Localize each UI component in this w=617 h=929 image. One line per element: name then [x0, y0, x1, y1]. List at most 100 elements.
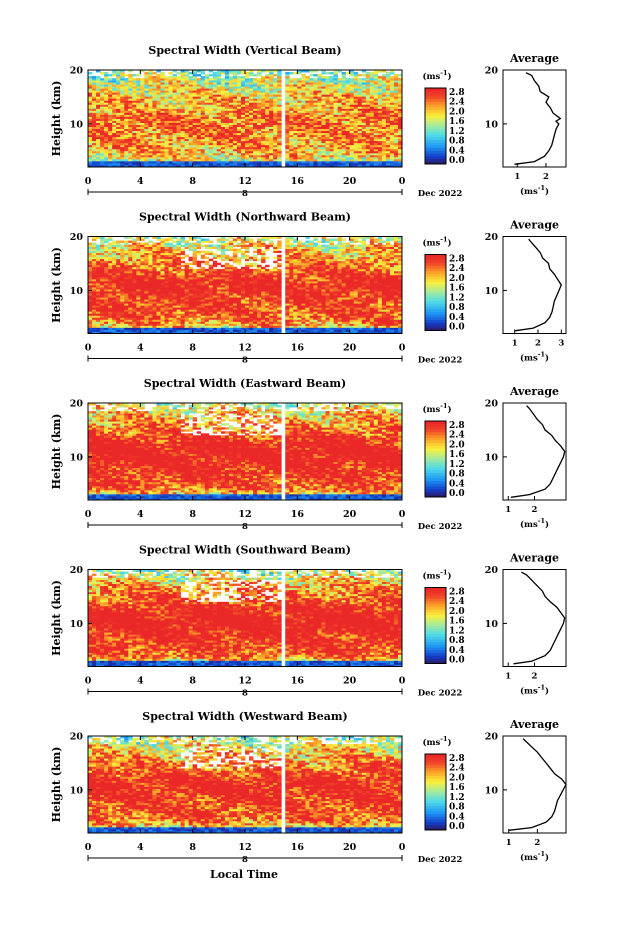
heatmap-cell — [216, 116, 222, 119]
heatmap-cell — [192, 307, 198, 310]
heatmap-cell — [140, 323, 145, 326]
heatmap-cell — [216, 150, 222, 154]
heatmap-cell — [293, 92, 298, 95]
heatmap-cell — [236, 136, 242, 140]
heatmap-cell — [325, 100, 330, 103]
heatmap-cell — [369, 331, 375, 334]
heatmap-cell — [361, 148, 367, 152]
heatmap-cell — [245, 116, 250, 119]
heatmap-cell — [172, 108, 177, 111]
heatmap-cell — [253, 144, 258, 148]
heatmap-cell — [168, 321, 173, 324]
heatmap-cell — [305, 126, 310, 129]
heatmap-cell — [140, 110, 145, 113]
heatmap-cell — [277, 96, 282, 99]
heatmap-cell — [337, 80, 343, 83]
heatmap-cell — [345, 110, 351, 113]
heatmap-cell — [92, 301, 97, 304]
heatmap-cell — [285, 146, 290, 150]
heatmap-cell — [116, 152, 121, 156]
heatmap-cell — [176, 88, 181, 91]
heatmap-cell — [148, 309, 153, 312]
heatmap-cell — [253, 88, 258, 91]
heatmap-cell — [140, 96, 145, 99]
heatmap-cell — [377, 76, 383, 79]
heatmap-cell — [116, 329, 121, 332]
heatmap-cell — [249, 154, 254, 158]
heatmap-cell — [289, 156, 294, 160]
heatmap-cell — [148, 72, 153, 75]
heatmap-cell — [369, 303, 375, 306]
heatmap-cell — [269, 128, 274, 132]
heatmap-cell — [249, 323, 254, 326]
heatmap-cell — [204, 327, 210, 330]
heatmap-cell — [212, 311, 218, 314]
heatmap-cell — [301, 132, 306, 136]
heatmap-cell — [172, 110, 177, 113]
heatmap-cell — [180, 142, 186, 146]
heatmap-cell — [289, 150, 294, 154]
heatmap-cell — [88, 323, 93, 326]
heatmap-cell — [168, 114, 173, 117]
heatmap-cell — [381, 136, 387, 140]
heatmap-cell — [180, 331, 186, 334]
heatmap-cell — [277, 315, 282, 318]
heatmap-cell — [265, 303, 270, 306]
heatmap-cell — [216, 98, 222, 101]
profile-y-tick-label: 20 — [485, 66, 499, 77]
heatmap-cell — [240, 317, 246, 320]
heatmap-cell — [313, 148, 318, 152]
heatmap-cell — [236, 80, 242, 83]
heatmap-cell — [168, 309, 173, 312]
heatmap-cell — [385, 313, 391, 316]
heatmap-cell — [337, 78, 343, 81]
heatmap-cell — [325, 104, 330, 107]
heatmap-cell — [128, 323, 133, 326]
heatmap-cell — [301, 142, 306, 146]
heatmap-cell — [289, 158, 294, 162]
heatmap-cell — [301, 100, 306, 103]
heatmap-cell — [120, 72, 125, 75]
heatmap-cell — [116, 305, 121, 308]
heatmap-cell — [309, 307, 314, 310]
heatmap-cell — [293, 98, 298, 101]
heatmap-cell — [188, 104, 194, 107]
heatmap-cell — [377, 323, 383, 326]
heatmap-cell — [377, 120, 383, 123]
heatmap-cell — [297, 307, 302, 310]
heatmap-cell — [297, 164, 302, 168]
heatmap-cell — [112, 96, 117, 99]
heatmap-cell — [365, 86, 371, 89]
heatmap-cell — [277, 148, 282, 152]
heatmap-cell — [373, 74, 379, 77]
heatmap-cell — [240, 82, 246, 85]
heatmap-cell — [321, 158, 326, 162]
heatmap-cell — [228, 140, 234, 144]
heatmap-cell — [88, 110, 93, 113]
profile-y-tick-label: 10 — [485, 119, 499, 130]
heatmap-cell — [317, 108, 322, 111]
heatmap-cell — [273, 124, 278, 127]
heatmap-cell — [285, 325, 290, 328]
heatmap-cell — [204, 144, 210, 148]
heatmap-cell — [313, 80, 318, 83]
heatmap-cell — [172, 303, 177, 306]
heatmap-cell — [116, 136, 121, 140]
heatmap-cell — [136, 331, 141, 334]
heatmap-cell — [200, 84, 206, 87]
heatmap-cell — [365, 126, 371, 129]
heatmap-cell — [160, 150, 165, 154]
heatmap-cell — [212, 154, 218, 158]
heatmap-cell — [104, 74, 109, 77]
heatmap-cell — [224, 307, 230, 310]
heatmap-cell — [152, 90, 157, 93]
heatmap-cell — [345, 120, 351, 123]
heatmap-cell — [228, 114, 234, 117]
heatmap-cell — [345, 321, 351, 324]
heatmap-cell — [124, 140, 129, 144]
heatmap-cell — [232, 162, 238, 166]
heatmap-cell — [184, 307, 190, 310]
heatmap-cell — [257, 94, 262, 97]
heatmap-cell — [269, 102, 274, 105]
heatmap-cell — [136, 134, 141, 138]
